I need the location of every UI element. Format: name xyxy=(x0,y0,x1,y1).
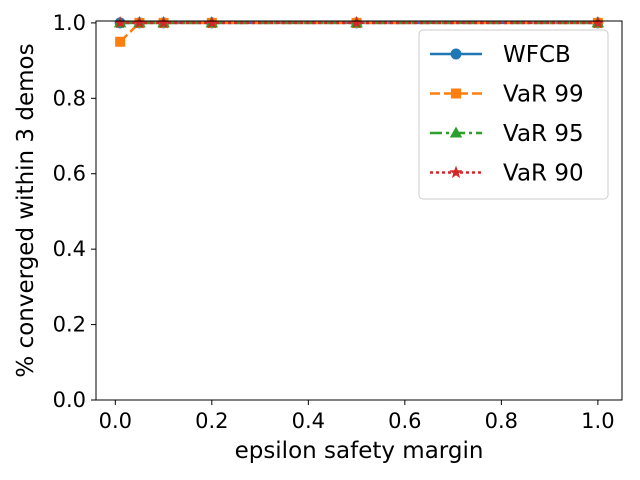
plot-marks xyxy=(113,16,605,47)
square-marker xyxy=(451,88,461,99)
y-tick-label: 0.6 xyxy=(53,162,86,186)
y-tick-label: 0.8 xyxy=(53,86,86,110)
y-axis-label: % converged within 3 demos xyxy=(13,43,39,377)
x-tick-label: 0.6 xyxy=(388,409,421,433)
x-tick-label: 0.4 xyxy=(292,409,325,433)
x-tick-label: 0.0 xyxy=(99,409,132,433)
y-tick-label: 0.2 xyxy=(53,313,86,337)
axis-ticks: 0.0 0.2 0.4 0.6 0.8 1.0 0.0 0.2 0.4 0.6 0.8 1.0 xyxy=(53,11,615,433)
x-tick-label: 0.8 xyxy=(485,409,518,433)
legend-label: VaR 95 xyxy=(503,121,584,147)
legend: WFCB VaR 99 VaR 95 VaR 90 xyxy=(418,29,609,200)
legend-label: VaR 90 xyxy=(503,161,584,187)
y-tick-label: 1.0 xyxy=(53,11,86,35)
plot-frame xyxy=(95,20,623,401)
x-tick-label: 1.0 xyxy=(581,409,614,433)
legend-item: VaR 90 xyxy=(430,161,584,187)
square-marker xyxy=(115,36,126,47)
legend-box xyxy=(418,29,609,200)
y-tick-label: 0.4 xyxy=(53,237,86,261)
legend-item: WFCB xyxy=(430,42,571,68)
star-marker xyxy=(449,165,463,179)
x-axis-label: epsilon safety margin xyxy=(235,438,484,464)
legend-item: VaR 95 xyxy=(430,121,584,147)
circle-marker xyxy=(450,48,462,60)
x-tick-label: 0.2 xyxy=(195,409,228,433)
y-tick-label: 0.0 xyxy=(53,388,86,412)
legend-label: VaR 99 xyxy=(503,82,584,108)
legend-item: VaR 99 xyxy=(430,82,584,108)
triangle-marker xyxy=(449,126,463,138)
legend-label: WFCB xyxy=(503,42,571,68)
